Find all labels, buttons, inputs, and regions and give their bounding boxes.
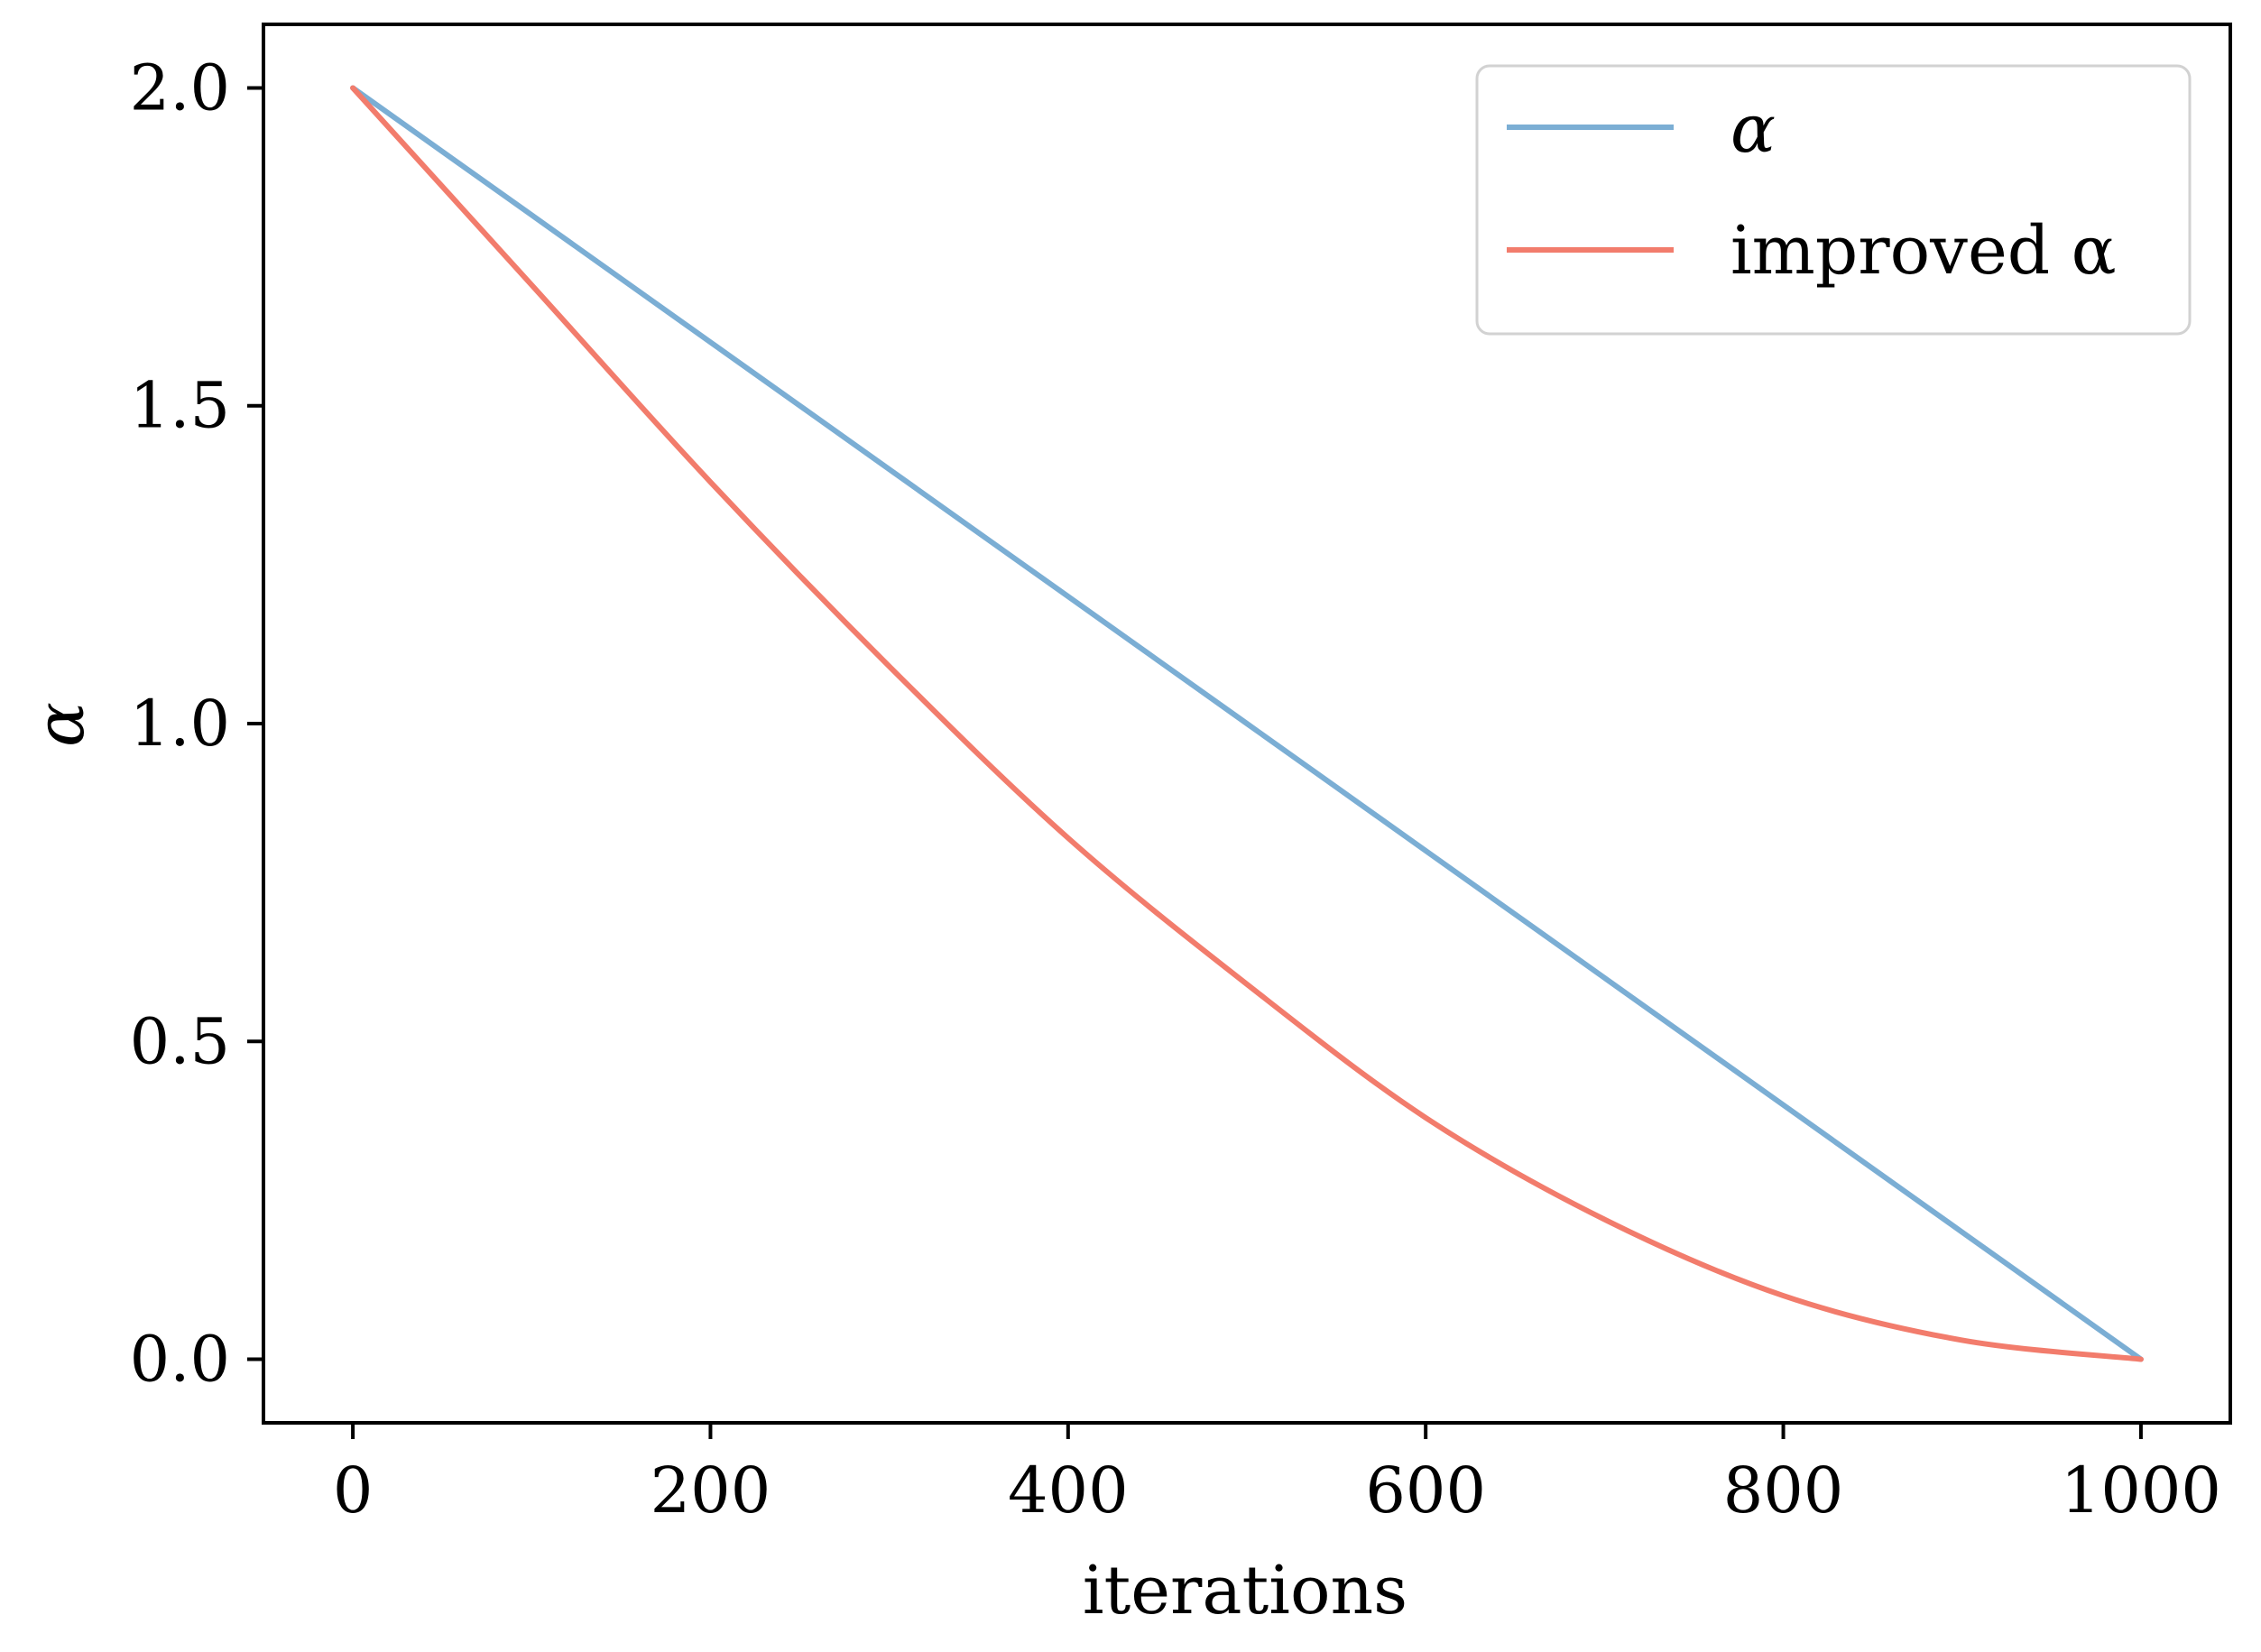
series-line-0 [350, 85, 2144, 1362]
legend: α improved α [1475, 64, 2192, 336]
x-axis-label: iterations [1083, 1552, 1407, 1629]
plot-layer [350, 85, 2144, 1362]
series-0-point-2 [709, 341, 711, 343]
tick-layer: 0 200 400 600 800 1000 0.0 0.5 1.0 1.5 2.0 [130, 51, 2221, 1527]
series-0-point-8 [1782, 1104, 1784, 1106]
y-axis-label: α [22, 702, 99, 747]
series-1-point-2 [709, 481, 711, 483]
series-0-point-9 [1961, 1231, 1963, 1232]
series-0-point-7 [1603, 977, 1605, 979]
series-1-point-4 [1067, 837, 1069, 839]
y-tick-label-3: 1.5 [130, 369, 230, 443]
series-0-point-5 [1246, 723, 1248, 724]
series-1-point-0 [352, 87, 354, 88]
series-1-point-9 [1961, 1339, 1963, 1341]
series-0-point-4 [1067, 595, 1069, 597]
series-1-point-10 [2140, 1358, 2142, 1360]
x-tick-label-4: 800 [1723, 1454, 1844, 1527]
legend-box [1475, 64, 2192, 336]
series-1-point-8 [1782, 1295, 1784, 1297]
y-tick-label-4: 2.0 [130, 51, 230, 125]
series-0-point-1 [531, 214, 532, 216]
series-1-point-7 [1603, 1218, 1605, 1220]
x-tick-label-1: 200 [651, 1454, 771, 1527]
x-tick-label-5: 1000 [2061, 1454, 2221, 1527]
series-1-point-5 [1246, 983, 1248, 985]
legend-label-alpha: α [1730, 90, 1776, 168]
x-tick-label-0: 0 [333, 1454, 374, 1527]
x-tick-label-3: 600 [1365, 1454, 1486, 1527]
series-1-point-6 [1425, 1117, 1426, 1119]
series-line-1 [350, 85, 2144, 1362]
series-0-point-6 [1425, 850, 1426, 852]
legend-label-improved-alpha: improved α [1730, 212, 2117, 290]
series-1-point-3 [888, 665, 890, 667]
y-tick-label-1: 0.5 [130, 1004, 230, 1078]
y-tick-label-2: 1.0 [130, 687, 230, 761]
series-1-point-1 [531, 284, 532, 286]
y-tick-label-0: 0.0 [130, 1323, 230, 1397]
plot-frame [262, 23, 2232, 1425]
x-tick-label-2: 400 [1008, 1454, 1129, 1527]
series-0-point-3 [888, 468, 890, 470]
